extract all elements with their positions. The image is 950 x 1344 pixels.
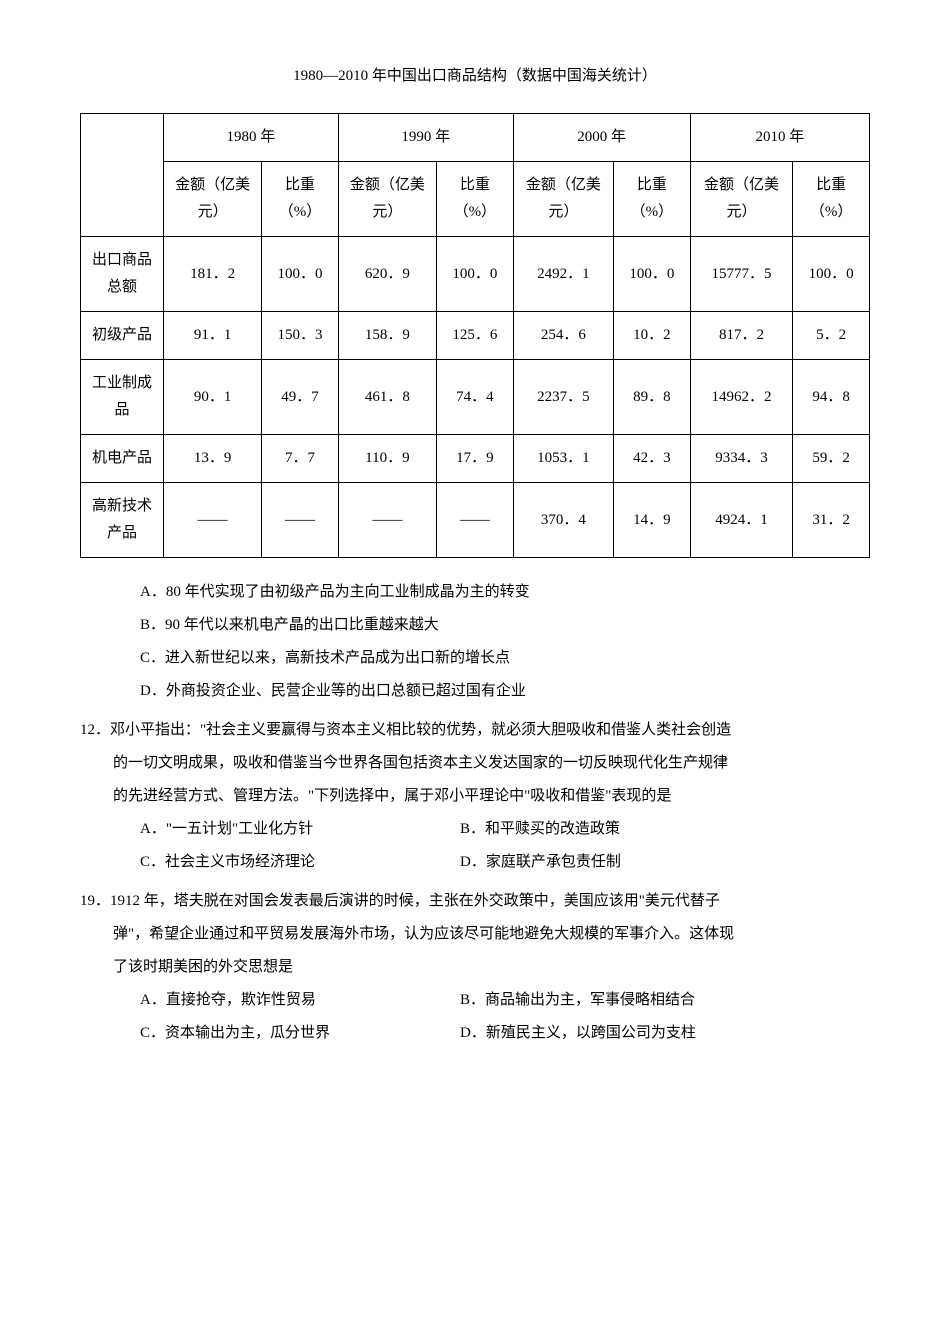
row-label: 初级产品 bbox=[81, 312, 164, 360]
table-row: 出口商品总额 181．2 100．0 620．9 100．0 2492．1 10… bbox=[81, 237, 870, 312]
cell: 49．7 bbox=[262, 360, 339, 435]
cell: 14．9 bbox=[614, 483, 691, 558]
cell: 2492．1 bbox=[513, 237, 613, 312]
cell: 14962．2 bbox=[690, 360, 793, 435]
cell: 91．1 bbox=[164, 312, 262, 360]
cell: 94．8 bbox=[793, 360, 870, 435]
cell: 17．9 bbox=[436, 435, 513, 483]
table-title: 1980—2010 年中国出口商品结构（数据中国海关统计） bbox=[80, 60, 870, 93]
cell: 89．8 bbox=[614, 360, 691, 435]
row-label: 出口商品总额 bbox=[81, 237, 164, 312]
row-label: 工业制成品 bbox=[81, 360, 164, 435]
cell: 100．0 bbox=[793, 237, 870, 312]
cell: 461．8 bbox=[338, 360, 436, 435]
year-2000: 2000 年 bbox=[513, 114, 690, 162]
cell: 10．2 bbox=[614, 312, 691, 360]
corner-cell bbox=[81, 114, 164, 237]
q12-stem-line3: 的先进经营方式、管理方法。"下列选择中，属于邓小平理论中"吸收和借鉴"表现的是 bbox=[80, 780, 870, 813]
q11-option-b: B．90 年代以来机电产晶的出口比重越来越大 bbox=[80, 609, 870, 642]
year-2010: 2010 年 bbox=[690, 114, 869, 162]
cell: 100．0 bbox=[262, 237, 339, 312]
cell: 370．4 bbox=[513, 483, 613, 558]
cell: 4924．1 bbox=[690, 483, 793, 558]
q12-option-a: A．"一五计划"工业化方针 bbox=[140, 813, 460, 846]
sub-amount-2: 金额（亿美元） bbox=[513, 162, 613, 237]
cell: —— bbox=[436, 483, 513, 558]
table-row: 高新技术产品 —— —— —— —— 370．4 14．9 4924．1 31．… bbox=[81, 483, 870, 558]
cell: 817．2 bbox=[690, 312, 793, 360]
table-row: 初级产品 91．1 150．3 158．9 125．6 254．6 10．2 8… bbox=[81, 312, 870, 360]
cell: 2237．5 bbox=[513, 360, 613, 435]
q19-stem-line1: 19．1912 年，塔夫脱在对国会发表最后演讲的时候，主张在外交政策中，美国应该… bbox=[80, 885, 870, 918]
sub-amount-0: 金额（亿美元） bbox=[164, 162, 262, 237]
sub-amount-3: 金额（亿美元） bbox=[690, 162, 793, 237]
sub-weight-0: 比重（%） bbox=[262, 162, 339, 237]
cell: 110．9 bbox=[338, 435, 436, 483]
q19-option-c: C．资本输出为主，瓜分世界 bbox=[140, 1017, 460, 1050]
cell: 100．0 bbox=[614, 237, 691, 312]
sub-weight-2: 比重（%） bbox=[614, 162, 691, 237]
cell: 181．2 bbox=[164, 237, 262, 312]
q19-option-b: B．商品输出为主，军事侵略相结合 bbox=[460, 984, 695, 1017]
q19-option-a: A．直接抢夺，欺诈性贸易 bbox=[140, 984, 460, 1017]
cell: —— bbox=[338, 483, 436, 558]
cell: 13．9 bbox=[164, 435, 262, 483]
q19-stem-line2: 弹"，希望企业通过和平贸易发展海外市场，认为应该尽可能地避免大规模的军事介入。这… bbox=[80, 918, 870, 951]
year-1990: 1990 年 bbox=[338, 114, 513, 162]
sub-weight-1: 比重（%） bbox=[436, 162, 513, 237]
q11-option-d: D．外商投资企业、民营企业等的出口总额已超过国有企业 bbox=[80, 675, 870, 708]
cell: 150．3 bbox=[262, 312, 339, 360]
q11-option-a: A．80 年代实现了由初级产品为主向工业制成晶为主的转变 bbox=[80, 576, 870, 609]
q12-option-b: B．和平赎买的改造政策 bbox=[460, 813, 620, 846]
cell: 7．7 bbox=[262, 435, 339, 483]
cell: 9334．3 bbox=[690, 435, 793, 483]
q12-option-c: C．社会主义市场经济理论 bbox=[140, 846, 460, 879]
q12-option-d: D．家庭联产承包责任制 bbox=[460, 846, 621, 879]
q11-option-c: C．进入新世纪以来，高新技术产品成为出口新的增长点 bbox=[80, 642, 870, 675]
q12-stem-line2: 的一切文明成果，吸收和借鉴当今世界各国包括资本主义发达国家的一切反映现代化生产规… bbox=[80, 747, 870, 780]
sub-amount-1: 金额（亿美元） bbox=[338, 162, 436, 237]
cell: 125．6 bbox=[436, 312, 513, 360]
row-label: 机电产品 bbox=[81, 435, 164, 483]
year-1980: 1980 年 bbox=[164, 114, 339, 162]
cell: 90．1 bbox=[164, 360, 262, 435]
cell: 620．9 bbox=[338, 237, 436, 312]
cell: 15777．5 bbox=[690, 237, 793, 312]
q12-stem-line1: 12．邓小平指出："社会主义要赢得与资本主义相比较的优势，就必须大胆吸收和借鉴人… bbox=[80, 714, 870, 747]
cell: 59．2 bbox=[793, 435, 870, 483]
row-label: 高新技术产品 bbox=[81, 483, 164, 558]
q19-stem-line3: 了该时期美困的外交思想是 bbox=[80, 951, 870, 984]
cell: 1053．1 bbox=[513, 435, 613, 483]
sub-weight-3: 比重（%） bbox=[793, 162, 870, 237]
cell: —— bbox=[164, 483, 262, 558]
table-row: 工业制成品 90．1 49．7 461．8 74．4 2237．5 89．8 1… bbox=[81, 360, 870, 435]
cell: 254．6 bbox=[513, 312, 613, 360]
export-table: 1980 年 1990 年 2000 年 2010 年 金额（亿美元） 比重（%… bbox=[80, 113, 870, 558]
cell: 158．9 bbox=[338, 312, 436, 360]
cell: 5．2 bbox=[793, 312, 870, 360]
q19-option-d: D．新殖民主义，以跨国公司为支柱 bbox=[460, 1017, 696, 1050]
cell: —— bbox=[262, 483, 339, 558]
cell: 31．2 bbox=[793, 483, 870, 558]
cell: 42．3 bbox=[614, 435, 691, 483]
table-row: 机电产品 13．9 7．7 110．9 17．9 1053．1 42．3 933… bbox=[81, 435, 870, 483]
cell: 74．4 bbox=[436, 360, 513, 435]
cell: 100．0 bbox=[436, 237, 513, 312]
